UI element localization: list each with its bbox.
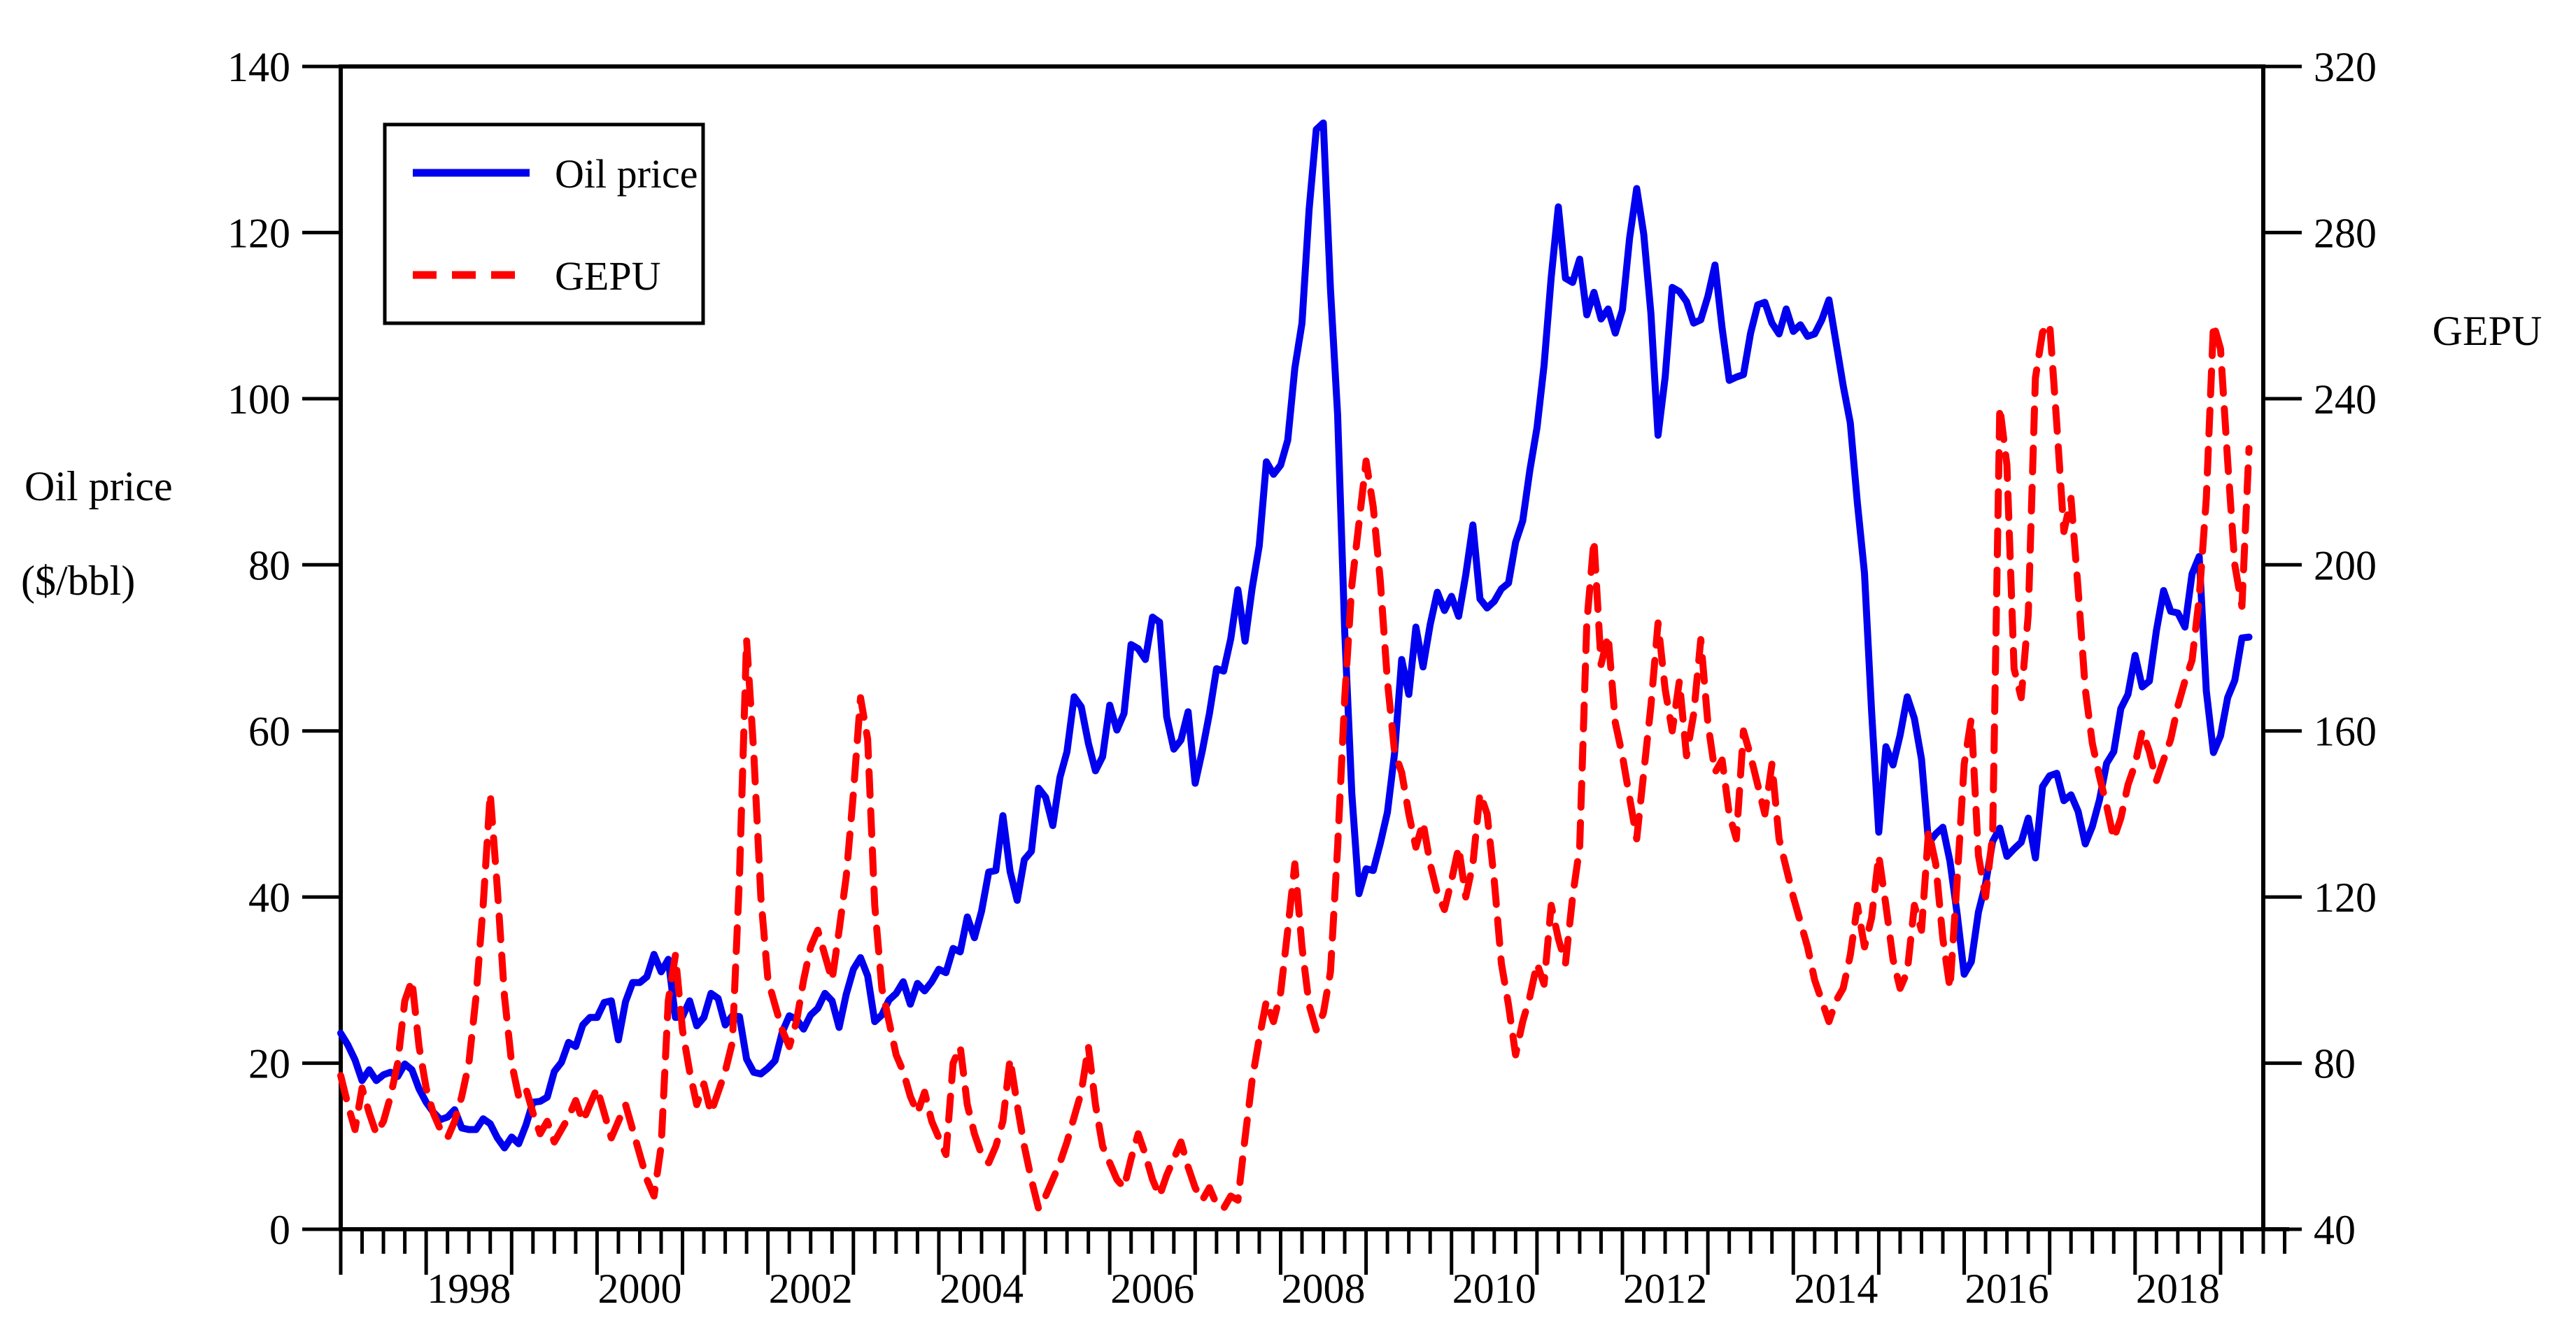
y-right-tick-label: 280 — [2314, 210, 2377, 256]
y-right-tick-label: 40 — [2314, 1207, 2356, 1253]
y-left-tick-label: 0 — [269, 1207, 290, 1253]
x-axis-year-label: 2008 — [1282, 1266, 1366, 1312]
x-axis-year-label: 2004 — [940, 1266, 1024, 1312]
x-axis-year-label: 2010 — [1452, 1266, 1536, 1312]
x-axis-year-label: 2012 — [1623, 1266, 1707, 1312]
y-right-tick-label: 160 — [2314, 709, 2377, 755]
y-left-tick-label: 100 — [227, 376, 290, 423]
legend-oil-label: Oil price — [555, 151, 698, 197]
y-left-tick-label: 80 — [248, 542, 290, 588]
y-right-tick-label: 320 — [2314, 44, 2377, 90]
x-axis-year-label: 2002 — [769, 1266, 853, 1312]
legend-gepu-label: GEPU — [555, 253, 660, 299]
y-left-tick-label: 140 — [227, 44, 290, 90]
y-right-tick-label: 200 — [2314, 542, 2377, 588]
gepu-line — [337, 320, 2253, 1212]
y-left-tick-label: 60 — [248, 709, 290, 755]
left-axis-title-line1: Oil price — [24, 463, 173, 509]
y-left-tick-label: 20 — [248, 1041, 290, 1087]
x-axis-year-label: 2006 — [1110, 1266, 1194, 1312]
x-axis-year-label: 2018 — [2136, 1266, 2220, 1312]
right-axis-title: GEPU — [2433, 308, 2542, 354]
x-axis-year-label: 2014 — [1794, 1266, 1878, 1312]
y-right-tick-label: 120 — [2314, 875, 2377, 921]
y-left-tick-label: 120 — [227, 210, 290, 256]
y-left-tick-label: 40 — [248, 875, 290, 921]
y-right-tick-label: 80 — [2314, 1041, 2356, 1087]
x-axis-year-label: 2016 — [1965, 1266, 2049, 1312]
y-right-tick-label: 240 — [2314, 376, 2377, 423]
left-axis-title-line2: ($/bbl) — [21, 558, 135, 604]
plot-frame: 0 20 40 60 80 100 120 140 40 80 120 160 200 240 280 320… — [227, 44, 2377, 1312]
x-axis-year-label: 2000 — [597, 1266, 681, 1312]
legend: Oil price GEPU — [383, 122, 705, 325]
legend-box — [383, 122, 705, 325]
x-axis-year-label: 1998 — [427, 1266, 511, 1312]
